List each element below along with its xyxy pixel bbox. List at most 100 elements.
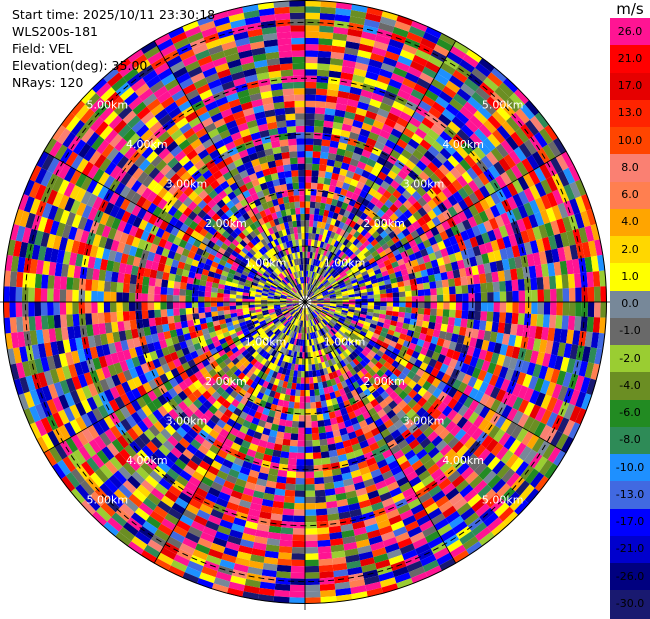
velocity-cell: [393, 302, 400, 307]
velocity-cell: [534, 111, 550, 129]
velocity-cell: [370, 319, 378, 326]
velocity-cell: [322, 262, 327, 270]
velocity-cell: [419, 139, 432, 151]
velocity-cell: [357, 264, 365, 271]
velocity-cell: [572, 258, 581, 274]
velocity-cell: [172, 295, 180, 302]
velocity-cell: [380, 306, 387, 311]
velocity-cell: [534, 377, 545, 393]
velocity-cell: [47, 275, 55, 289]
velocity-cell: [404, 37, 421, 50]
velocity-cell: [318, 552, 332, 560]
velocity-cell: [320, 255, 326, 262]
velocity-cell: [328, 308, 336, 312]
velocity-cell: [566, 329, 575, 345]
velocity-cell: [397, 222, 407, 232]
velocity-cell: [522, 325, 531, 338]
velocity-cell: [317, 304, 324, 307]
velocity-cell: [334, 264, 341, 271]
velocity-cell: [355, 273, 363, 279]
velocity-cell: [520, 230, 530, 244]
velocity-cell: [235, 294, 243, 299]
velocity-cell: [516, 427, 529, 443]
velocity-cell: [367, 308, 374, 313]
velocity-cell: [384, 50, 400, 62]
velocity-cell: [486, 96, 501, 111]
velocity-cell: [324, 272, 331, 279]
velocity-cell: [447, 278, 456, 287]
velocity-cell: [326, 230, 333, 238]
velocity-cell: [486, 311, 494, 322]
velocity-cell: [294, 490, 305, 497]
velocity-cell: [524, 313, 532, 326]
velocity-cell: [586, 378, 597, 396]
velocity-cell: [361, 339, 369, 347]
velocity-cell: [319, 276, 325, 283]
velocity-cell: [487, 251, 496, 263]
velocity-cell: [329, 140, 339, 149]
velocity-cell: [342, 299, 349, 302]
velocity-cell: [331, 172, 340, 181]
velocity-cell: [40, 288, 48, 302]
velocity-cell: [386, 154, 398, 165]
velocity-cell: [334, 274, 341, 280]
velocity-cell: [404, 174, 415, 186]
velocity-cell: [305, 515, 317, 523]
velocity-cell: [411, 374, 422, 384]
velocity-cell: [466, 424, 479, 437]
velocity-cell: [305, 540, 318, 548]
velocity-cell: [311, 271, 315, 279]
velocity-cell: [410, 284, 418, 291]
velocity-cell: [402, 376, 412, 386]
velocity-cell: [318, 44, 332, 52]
velocity-cell: [371, 282, 379, 288]
velocity-cell: [545, 207, 557, 223]
velocity-cell: [540, 394, 552, 410]
velocity-cell: [442, 394, 453, 406]
velocity-cell: [449, 294, 456, 302]
velocity-cell: [430, 288, 437, 296]
velocity-cell: [431, 243, 441, 253]
velocity-cell: [277, 558, 292, 566]
velocity-cell: [279, 539, 293, 547]
velocity-cell: [520, 484, 535, 500]
velocity-cell: [433, 233, 443, 244]
velocity-cell: [523, 401, 535, 417]
velocity-cell: [356, 161, 367, 170]
velocity-cell: [463, 396, 474, 409]
velocity-cell: [330, 261, 337, 268]
velocity-cell: [116, 292, 123, 302]
velocity-cell: [318, 314, 324, 320]
velocity-cell: [363, 77, 377, 87]
velocity-cell: [294, 395, 301, 403]
velocity-cell: [400, 179, 411, 190]
velocity-cell: [345, 41, 360, 50]
velocity-cell: [390, 179, 400, 190]
velocity-cell: [311, 278, 316, 285]
velocity-cell: [319, 202, 326, 210]
velocity-cell: [505, 168, 518, 183]
velocity-cell: [375, 361, 384, 370]
velocity-cell: [345, 170, 355, 179]
velocity-cell: [314, 272, 318, 279]
velocity-cell: [368, 58, 383, 69]
velocity-cell: [524, 488, 540, 505]
velocity-cell: [531, 302, 538, 315]
velocity-cell: [336, 234, 343, 243]
velocity-cell: [398, 390, 408, 400]
velocity-cell: [185, 295, 192, 302]
velocity-cell: [301, 358, 305, 365]
velocity-cell: [316, 413, 324, 421]
velocity-cell: [575, 196, 587, 213]
velocity-cell: [307, 251, 311, 259]
velocity-cell: [487, 474, 502, 489]
velocity-cell: [223, 293, 230, 298]
velocity-cell: [349, 235, 357, 244]
velocity-cell: [341, 65, 355, 75]
velocity-cell: [515, 461, 529, 477]
velocity-cell: [318, 564, 334, 573]
velocity-cell: [337, 142, 348, 151]
velocity-cell: [311, 298, 318, 301]
velocity-cell: [431, 408, 442, 420]
velocity-cell: [339, 229, 346, 237]
